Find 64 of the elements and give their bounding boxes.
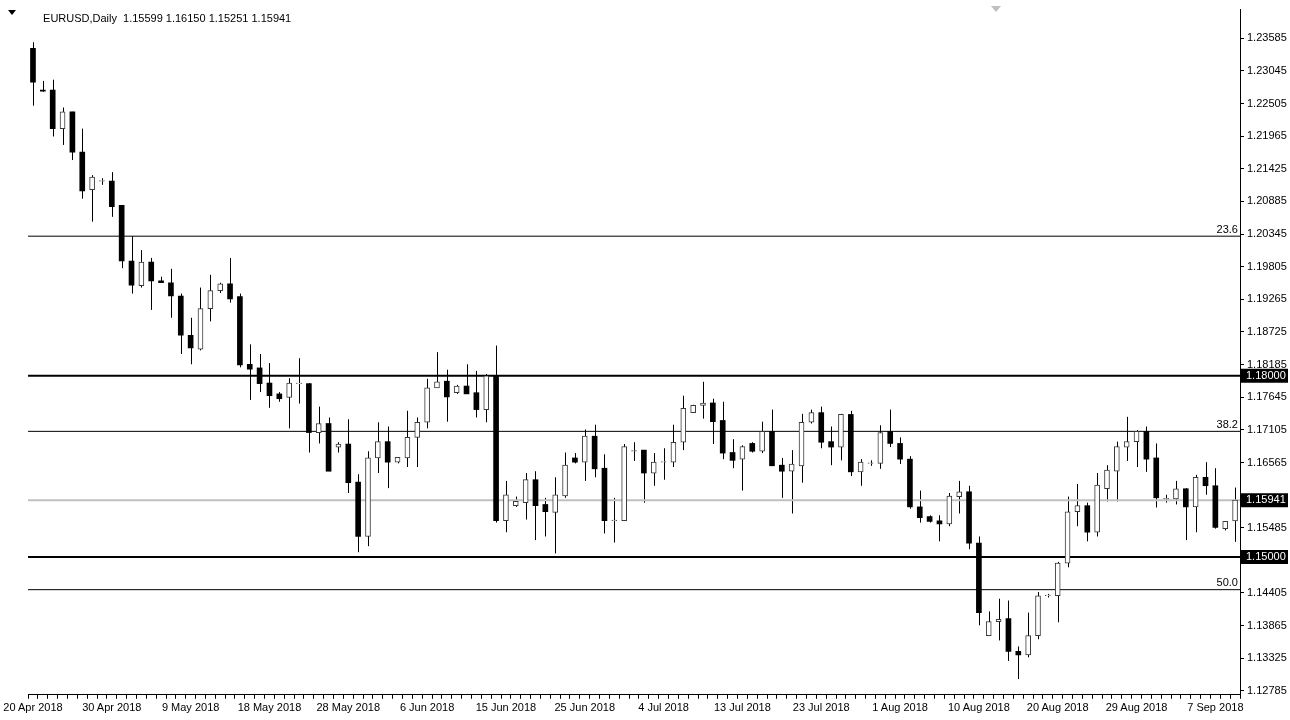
candlestick: [148, 257, 155, 311]
candlestick: [227, 257, 233, 304]
candlestick: [936, 514, 943, 542]
y-tick-label: 1.19265: [1247, 292, 1287, 305]
y-tick-label: 1.15485: [1247, 520, 1287, 533]
x-tick-label: 20 Aug 2018: [1026, 701, 1089, 714]
x-tick-label: 20 Apr 2018: [3, 701, 63, 714]
annotation: 50.0: [1216, 576, 1238, 589]
y-tick-label: 1.16565: [1247, 455, 1287, 468]
y-tick-label: 1.17645: [1247, 390, 1287, 403]
y-tick-label: 1.19805: [1247, 259, 1287, 272]
candlestick: [788, 449, 795, 515]
x-tick-label: 29 Aug 2018: [1105, 701, 1168, 714]
candlestick: [1182, 487, 1189, 541]
candlestick: [956, 480, 963, 515]
candlestick: [916, 490, 923, 524]
ref-line-label: 1.18000: [1246, 368, 1286, 381]
y-tick-label: 1.18725: [1247, 324, 1287, 337]
x-tick-label: 15 Jun 2018: [475, 701, 537, 714]
candlestick: [1025, 612, 1031, 658]
x-tick-label: 28 May 2018: [316, 701, 381, 714]
chart-title: EURUSD,Daily: [43, 11, 118, 24]
y-tick-label: 1.12785: [1247, 683, 1287, 696]
candlestick: [779, 457, 785, 499]
y-tick-label: 1.20885: [1247, 194, 1287, 207]
x-tick-label: 25 Jun 2018: [554, 701, 616, 714]
candlestick: [729, 438, 736, 469]
y-tick-label: 1.22505: [1247, 96, 1287, 109]
candlestick: [1015, 645, 1022, 680]
candlestick: [650, 452, 657, 487]
x-tick-label: 30 Apr 2018: [82, 701, 142, 714]
chart-subtitle: 1.15599 1.16150 1.15251 1.15941: [123, 11, 292, 24]
y-tick-label: 1.18185: [1247, 357, 1287, 370]
y-tick-label: 1.21425: [1247, 161, 1287, 174]
x-tick-label: 9 May 2018: [161, 701, 220, 714]
x-tick-label: 6 Jun 2018: [399, 701, 455, 714]
x-tick-label: 4 Jul 2018: [638, 701, 689, 714]
ref-line-label: 1.15000: [1246, 550, 1286, 563]
y-tick-label: 1.20345: [1247, 227, 1287, 240]
x-tick-label: 10 Aug 2018: [947, 701, 1010, 714]
candlestick: [89, 174, 95, 223]
candlestick: [985, 610, 992, 637]
x-tick-label: 18 May 2018: [237, 701, 302, 714]
candlestick: [611, 497, 618, 544]
y-tick-label: 1.14405: [1247, 586, 1287, 599]
candlestick: [168, 268, 174, 319]
y-tick-label: 1.13325: [1247, 651, 1287, 664]
candlestick: [641, 449, 647, 504]
x-tick-label: 13 Jul 2018: [713, 701, 771, 714]
y-tick-label: 1.13865: [1247, 618, 1287, 631]
y-tick-label: 1.17105: [1247, 422, 1287, 435]
y-tick-label: 1.23045: [1247, 63, 1287, 76]
annotation: 23.6: [1216, 222, 1238, 235]
candlestick: [1104, 464, 1110, 502]
candlestick: [897, 436, 903, 465]
candlestick: [552, 476, 559, 554]
x-tick-label: 1 Aug 2018: [872, 701, 928, 714]
y-tick-label: 1.21965: [1247, 129, 1287, 142]
ref-line-label: 1.15941: [1246, 493, 1286, 506]
y-tick-label: 1.23585: [1247, 31, 1287, 44]
candlestick: [1114, 441, 1120, 502]
annotation: 38.2: [1216, 417, 1238, 430]
x-tick-label: 23 Jul 2018: [792, 701, 850, 714]
x-tick-label: 7 Sep 2018: [1187, 701, 1244, 714]
